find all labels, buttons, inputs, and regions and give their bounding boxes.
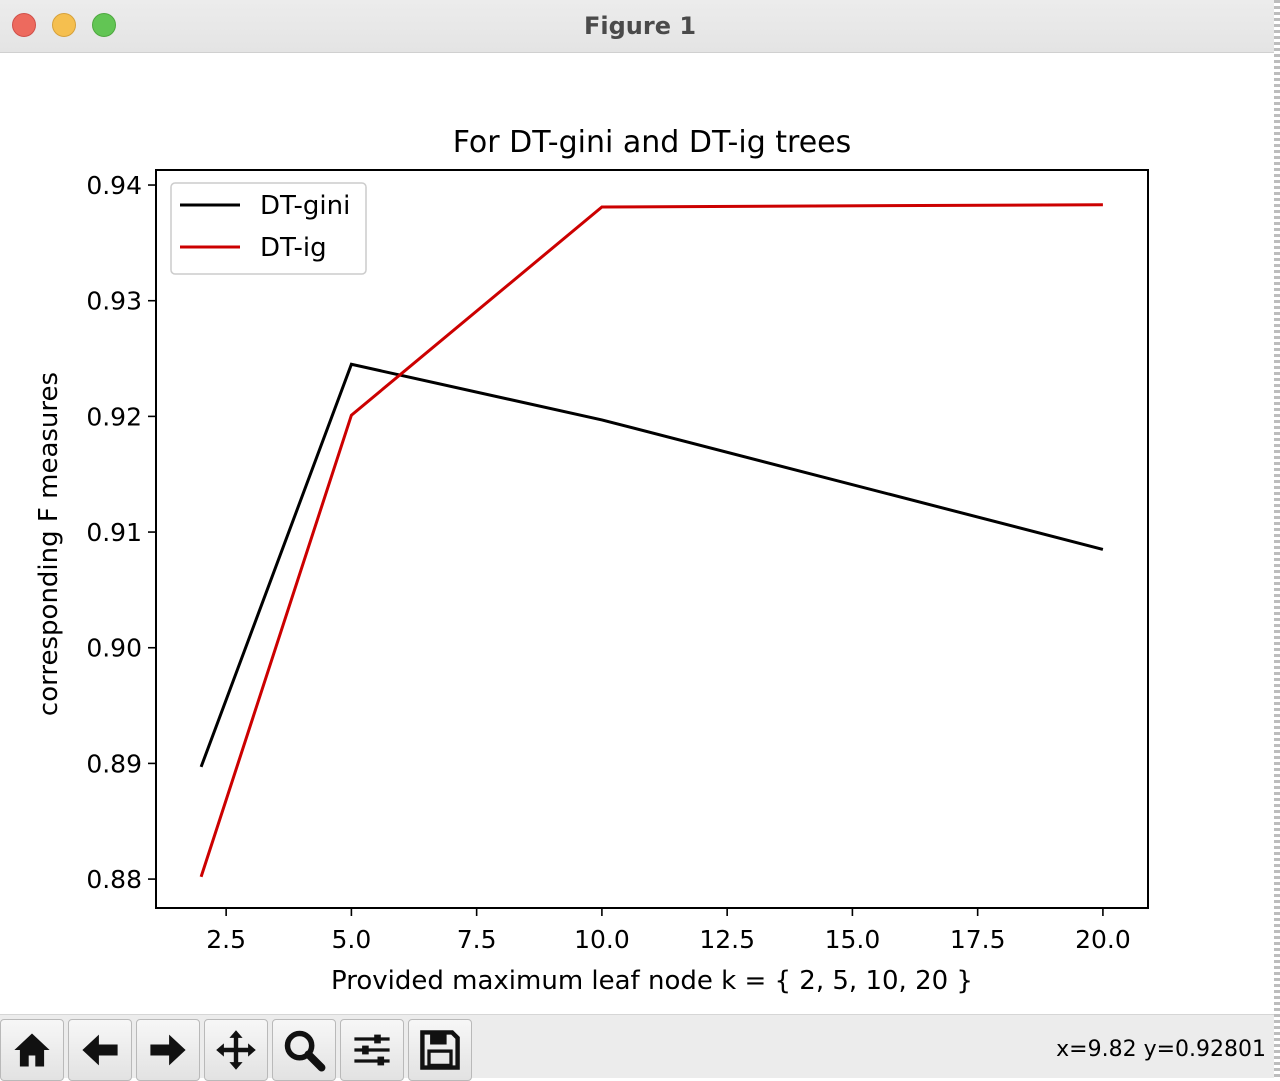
- x-tick-label: 17.5: [950, 925, 1006, 954]
- zoom-button[interactable]: [272, 1019, 336, 1081]
- legend: DT-gini DT-ig: [170, 182, 367, 275]
- pan-button[interactable]: [204, 1019, 268, 1081]
- y-axis-label: corresponding F measures: [34, 372, 64, 716]
- y-tick-label: 0.93: [86, 287, 142, 316]
- pan-icon: [216, 1030, 256, 1070]
- y-tick-label: 0.92: [86, 402, 142, 431]
- x-tick-label: 15.0: [825, 925, 881, 954]
- x-tick-label: 5.0: [332, 925, 372, 954]
- x-tick-label: 10.0: [574, 925, 630, 954]
- series-line-dt-ig: [199, 203, 1103, 878]
- window-title: Figure 1: [583, 12, 697, 40]
- figure-canvas[interactable]: For DT-gini and DT-ig trees 2.5 5.0 7.5 10.…: [0, 54, 1274, 1014]
- window-titlebar: Figure 1: [0, 0, 1280, 53]
- legend-label-dt-gini: DT-gini: [260, 191, 350, 221]
- legend-label-dt-ig: DT-ig: [260, 233, 327, 263]
- y-tick-label: 0.88: [86, 865, 142, 894]
- save-icon: [420, 1030, 460, 1070]
- configure-subplots-icon: [354, 1034, 390, 1066]
- y-axis: 0.88 0.89 0.90 0.91 0.92 0.93 0.94: [86, 171, 156, 894]
- axes-frame: [155, 169, 1149, 909]
- x-axis-label: Provided maximum leaf node k = { 2, 5, 1…: [331, 966, 973, 996]
- y-tick-label: 0.94: [86, 171, 142, 200]
- zoom-window-button[interactable]: [92, 13, 116, 37]
- minimize-window-button[interactable]: [52, 13, 76, 37]
- forward-arrow-icon: [150, 1034, 186, 1066]
- y-tick-label: 0.90: [86, 634, 142, 663]
- y-tick-label: 0.91: [86, 518, 142, 547]
- x-tick-label: 12.5: [699, 925, 755, 954]
- chart-title: For DT-gini and DT-ig trees: [453, 125, 852, 160]
- configure-subplots-button[interactable]: [340, 1019, 404, 1081]
- x-tick-label: 20.0: [1075, 925, 1131, 954]
- forward-button[interactable]: [136, 1019, 200, 1081]
- plot-area[interactable]: [155, 169, 1149, 909]
- zoom-icon: [284, 1030, 326, 1072]
- y-tick-label: 0.89: [86, 749, 142, 778]
- back-arrow-icon: [82, 1034, 118, 1066]
- series-line-dt-gini: [199, 362, 1104, 768]
- x-tick-label: 7.5: [457, 925, 497, 954]
- home-button[interactable]: [0, 1019, 64, 1081]
- window-edge: [1274, 0, 1280, 1078]
- cursor-coordinates: x=9.82 y=0.92801: [1056, 1037, 1266, 1062]
- x-tick-label: 2.5: [206, 925, 246, 954]
- save-figure-button[interactable]: [408, 1019, 472, 1081]
- close-window-button[interactable]: [12, 13, 36, 37]
- home-icon: [14, 1033, 50, 1067]
- x-axis: 2.5 5.0 7.5 10.0 12.5 15.0 17.5 20.0: [206, 908, 1131, 954]
- back-button[interactable]: [68, 1019, 132, 1081]
- navigation-toolbar: x=9.82 y=0.92801: [0, 1014, 1280, 1081]
